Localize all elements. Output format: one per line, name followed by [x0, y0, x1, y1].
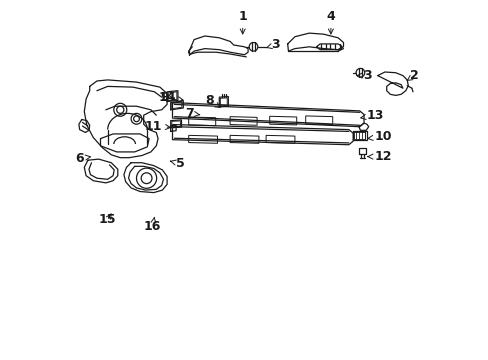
- Text: 16: 16: [144, 217, 161, 233]
- Text: 10: 10: [367, 130, 391, 143]
- Text: 1: 1: [238, 10, 246, 34]
- Text: 2: 2: [407, 69, 418, 82]
- Text: 4: 4: [326, 10, 335, 34]
- Text: 3: 3: [265, 39, 280, 51]
- Text: 6: 6: [76, 152, 90, 165]
- Text: 8: 8: [205, 94, 220, 107]
- Text: 3: 3: [356, 69, 371, 82]
- Text: 14: 14: [158, 91, 183, 104]
- Text: 5: 5: [170, 157, 184, 170]
- Text: 9: 9: [160, 91, 174, 104]
- Text: 7: 7: [185, 107, 199, 120]
- Text: 11: 11: [144, 120, 170, 132]
- Bar: [353, 132, 365, 139]
- Text: 13: 13: [360, 109, 384, 122]
- Text: 15: 15: [99, 213, 116, 226]
- Text: 12: 12: [367, 150, 391, 163]
